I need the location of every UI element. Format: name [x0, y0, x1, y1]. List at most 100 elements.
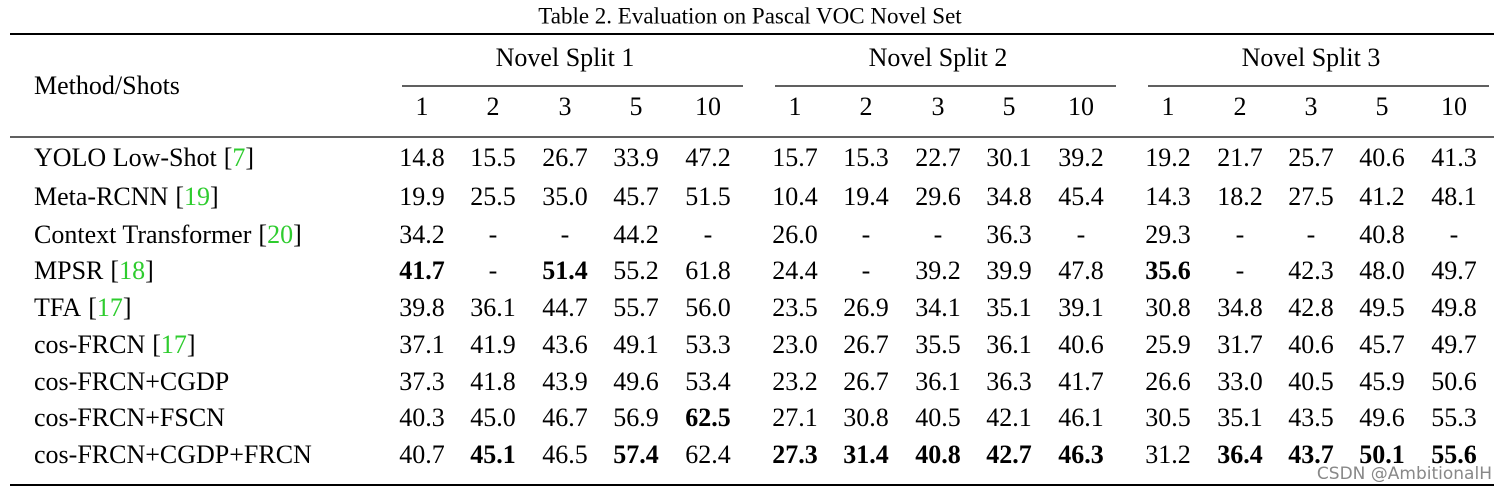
value-cell: 55.2 — [613, 256, 659, 285]
method-cell: cos-FRCN+CGDP — [34, 367, 229, 396]
value-cell: 43.6 — [542, 330, 588, 359]
value-cell: 15.7 — [772, 143, 818, 172]
value-cell: 49.1 — [613, 330, 659, 359]
value-cell: 26.9 — [843, 293, 889, 322]
value-cell: 33.0 — [1217, 367, 1263, 396]
citation: 19 — [184, 182, 210, 211]
citation: 20 — [267, 220, 293, 249]
citation: [ — [175, 182, 184, 211]
value-cell: 35.5 — [915, 330, 961, 359]
value-cell: 41.8 — [470, 367, 516, 396]
shot-header: 3 — [1305, 92, 1318, 121]
method-name: Context Transformer — [34, 220, 252, 249]
value-cell: - — [1450, 220, 1459, 249]
value-cell: 45.9 — [1359, 367, 1405, 396]
value-cell: 40.8 — [1359, 220, 1405, 249]
value-cell: 55.6 — [1431, 440, 1477, 469]
citation: 17 — [97, 293, 123, 322]
value-cell: 34.1 — [915, 293, 961, 322]
method-name: cos-FRCN — [34, 330, 145, 359]
method-name: Meta-RCNN — [34, 182, 169, 211]
value-cell: 19.2 — [1145, 143, 1191, 172]
value-cell: 45.7 — [613, 182, 659, 211]
value-cell: 46.7 — [542, 403, 588, 432]
value-cell: 23.0 — [772, 330, 818, 359]
value-cell: 30.8 — [843, 403, 889, 432]
shot-header: 2 — [1234, 92, 1247, 121]
value-cell: 43.7 — [1288, 440, 1334, 469]
split-header: Novel Split 1 — [496, 43, 635, 72]
value-cell: 26.7 — [843, 330, 889, 359]
value-cell: 48.0 — [1359, 256, 1405, 285]
value-cell: 40.5 — [1288, 367, 1334, 396]
value-cell: 42.8 — [1288, 293, 1334, 322]
value-cell: 41.2 — [1359, 182, 1405, 211]
value-cell: 40.6 — [1359, 143, 1405, 172]
citation: [ — [110, 256, 119, 285]
watermark: CSDN @AmbitionalH — [1317, 464, 1492, 484]
method-name: MPSR — [34, 256, 104, 285]
shot-header: 5 — [1376, 92, 1389, 121]
shot-header: 1 — [416, 92, 429, 121]
value-cell: 25.5 — [470, 182, 516, 211]
method-name: cos-FRCN+FSCN — [34, 403, 225, 432]
value-cell: - — [561, 220, 570, 249]
value-cell: 49.6 — [1359, 403, 1405, 432]
value-cell: 34.8 — [986, 182, 1032, 211]
value-cell: 44.7 — [542, 293, 588, 322]
value-cell: 15.3 — [843, 143, 889, 172]
value-cell: 35.1 — [986, 293, 1032, 322]
value-cell: 31.7 — [1217, 330, 1263, 359]
value-cell: 19.4 — [843, 182, 889, 211]
value-cell: 29.3 — [1145, 220, 1191, 249]
citation: ] — [123, 293, 132, 322]
value-cell: 25.9 — [1145, 330, 1191, 359]
value-cell: 40.7 — [399, 440, 445, 469]
shot-header: 10 — [1441, 92, 1467, 121]
value-cell: 40.6 — [1288, 330, 1334, 359]
value-cell: 51.4 — [542, 256, 588, 285]
table-title: Table 2. Evaluation on Pascal VOC Novel … — [538, 3, 962, 28]
value-cell: 40.3 — [399, 403, 445, 432]
value-cell: - — [1236, 220, 1245, 249]
value-cell: 50.6 — [1431, 367, 1477, 396]
value-cell: 48.1 — [1431, 182, 1477, 211]
value-cell: 10.4 — [772, 182, 818, 211]
value-cell: 45.0 — [470, 403, 516, 432]
value-cell: 27.5 — [1288, 182, 1334, 211]
value-cell: 40.6 — [1058, 330, 1104, 359]
shot-header: 10 — [1068, 92, 1094, 121]
value-cell: 49.6 — [613, 367, 659, 396]
method-name: YOLO Low-Shot — [34, 143, 217, 172]
value-cell: - — [1307, 220, 1316, 249]
value-cell: - — [862, 256, 871, 285]
value-cell: 62.4 — [685, 440, 731, 469]
value-cell: 26.0 — [772, 220, 818, 249]
citation: [ — [258, 220, 267, 249]
value-cell: 53.3 — [685, 330, 731, 359]
value-cell: 39.2 — [1058, 143, 1104, 172]
citation: ] — [187, 330, 196, 359]
citation: [ — [88, 293, 97, 322]
shot-header: 3 — [559, 92, 572, 121]
method-header: Method/Shots — [34, 71, 180, 100]
value-cell: 36.3 — [986, 367, 1032, 396]
value-cell: 18.2 — [1217, 182, 1263, 211]
value-cell: 14.8 — [399, 143, 445, 172]
value-cell: 44.2 — [613, 220, 659, 249]
value-cell: 45.7 — [1359, 330, 1405, 359]
value-cell: 21.7 — [1217, 143, 1263, 172]
value-cell: - — [934, 220, 943, 249]
value-cell: 55.3 — [1431, 403, 1477, 432]
value-cell: 30.1 — [986, 143, 1032, 172]
value-cell: 37.1 — [399, 330, 445, 359]
value-cell: 55.7 — [613, 293, 659, 322]
value-cell: - — [1077, 220, 1086, 249]
value-cell: 35.1 — [1217, 403, 1263, 432]
value-cell: 39.9 — [986, 256, 1032, 285]
value-cell: 46.5 — [542, 440, 588, 469]
value-cell: 47.8 — [1058, 256, 1104, 285]
value-cell: 23.5 — [772, 293, 818, 322]
shot-header: 1 — [789, 92, 802, 121]
value-cell: 24.4 — [772, 256, 818, 285]
